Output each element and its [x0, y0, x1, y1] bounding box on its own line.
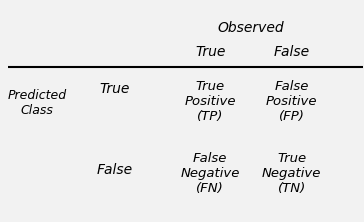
Text: False: False	[96, 163, 133, 177]
Text: Predicted
Class: Predicted Class	[7, 89, 66, 117]
Text: False: False	[274, 45, 310, 59]
Text: False
Negative
(FN): False Negative (FN)	[181, 152, 240, 195]
Text: True
Negative
(TN): True Negative (TN)	[262, 152, 321, 195]
Text: Observed: Observed	[218, 21, 284, 35]
Text: True
Positive
(TP): True Positive (TP)	[185, 80, 236, 123]
Text: True: True	[99, 82, 130, 96]
Text: False
Positive
(FP): False Positive (FP)	[266, 80, 317, 123]
Text: True: True	[195, 45, 225, 59]
